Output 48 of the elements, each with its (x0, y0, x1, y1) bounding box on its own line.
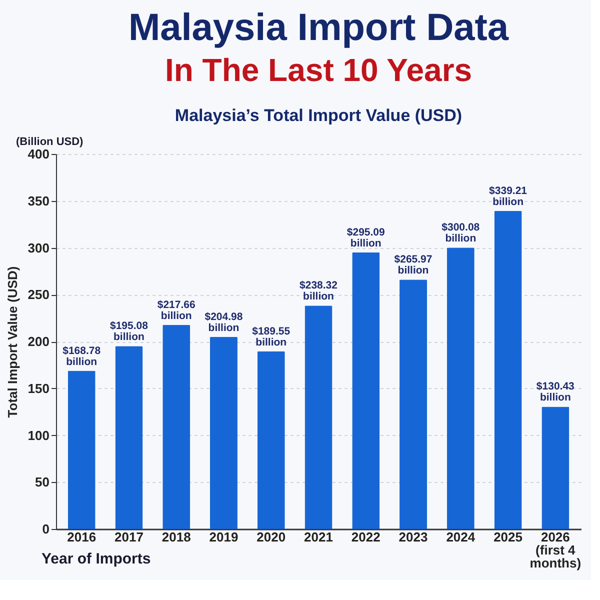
data-label: $168.78 billion (62, 344, 101, 368)
bar (68, 370, 96, 529)
x-tick-label: 2023 (398, 530, 428, 544)
x-tick-label: 2019 (209, 530, 238, 544)
x-tick-label: 2018 (162, 530, 191, 544)
chart-subtitle: In The Last 10 Years (164, 52, 472, 88)
bar (352, 252, 380, 529)
data-label: $238.32 billion (300, 280, 338, 303)
x-tick-label: 2017 (114, 530, 144, 544)
y-tick-label: 0 (42, 522, 50, 536)
bar (210, 336, 238, 529)
y-tick-label: 200 (28, 334, 50, 349)
data-label: $204.98 billion (204, 310, 243, 334)
bar (304, 306, 332, 529)
data-label: $189.55 billion (252, 325, 290, 348)
y-axis-title: Total Import Value (USD) (4, 266, 20, 418)
chart-title: Malaysia Import Data (128, 7, 510, 49)
y-tick-label: 100 (28, 428, 50, 443)
x-tick-label: 2022 (351, 530, 380, 544)
x-tick-label: 2025 (494, 530, 522, 544)
bar (542, 406, 570, 529)
data-label: $339.21 billion (489, 184, 528, 208)
x-axis-title: Year of Imports (42, 550, 151, 568)
x-tick-label: 2024 (446, 530, 476, 544)
x-tick-label: 2016 (67, 530, 96, 544)
y-tick-label: 400 (28, 146, 50, 162)
bar (494, 210, 522, 529)
bar (257, 351, 285, 529)
bar (400, 280, 428, 529)
x-tick-label: 2020 (256, 530, 286, 544)
y-tick-label: 350 (28, 193, 50, 208)
bar (446, 248, 474, 529)
data-label: $265.97 billion (394, 254, 432, 277)
bar (162, 324, 190, 529)
x-tick-label: 2021 (304, 530, 333, 544)
text: (Billion USD) (16, 136, 84, 148)
y-tick-label: 250 (28, 287, 50, 302)
y-tick-label: 50 (35, 474, 50, 490)
text: Malaysia’s Total Import Value (USD) (174, 106, 462, 125)
data-label: $195.08 billion (110, 320, 148, 344)
data-label: $300.08 billion (442, 222, 480, 245)
data-label: $295.09 billion (346, 226, 386, 250)
x-tick-label: 2026 (first 4 months) (530, 530, 582, 570)
data-label: $217.66 billion (157, 298, 196, 322)
bar (115, 346, 143, 529)
data-label: $130.43 billion (536, 380, 575, 404)
y-tick-label: 150 (28, 380, 50, 396)
y-tick-label: 300 (28, 240, 50, 256)
